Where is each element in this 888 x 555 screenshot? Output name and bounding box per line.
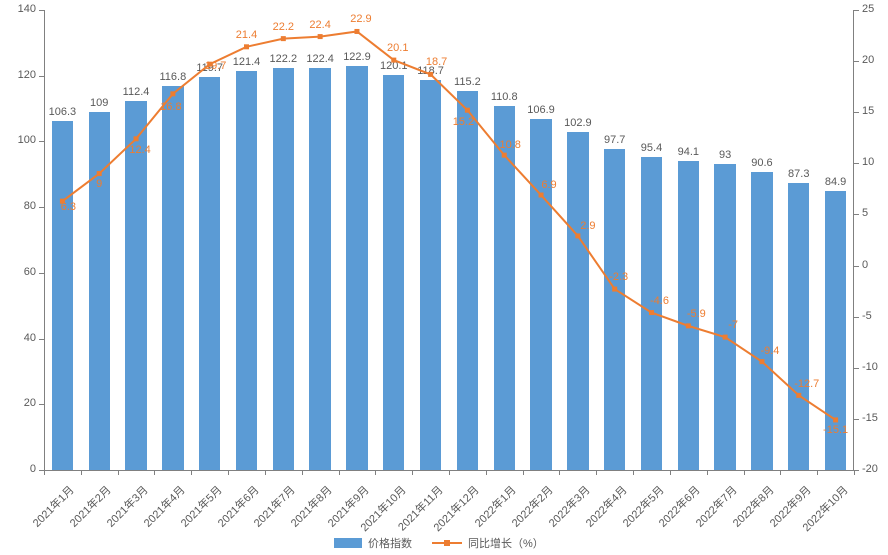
bar xyxy=(199,77,220,470)
legend-item-bars: 价格指数 xyxy=(334,535,412,551)
bar xyxy=(346,66,367,470)
bar-value-label: 90.6 xyxy=(751,157,772,169)
bar-value-label: 110.8 xyxy=(491,91,518,103)
line-value-label: 2.9 xyxy=(580,220,595,232)
line-value-label: 20.1 xyxy=(387,42,408,54)
bar xyxy=(457,91,478,470)
y-left-label: 140 xyxy=(0,3,36,15)
bar xyxy=(89,112,110,470)
line-value-label: -12.7 xyxy=(794,378,819,390)
line-value-label: 21.4 xyxy=(236,29,257,41)
bar xyxy=(273,68,294,470)
bar xyxy=(125,101,146,470)
line-value-label: 18.7 xyxy=(426,56,447,68)
bar xyxy=(162,86,183,470)
y-left-label: 100 xyxy=(0,134,36,146)
bar xyxy=(714,164,735,470)
line-value-label: -9.4 xyxy=(760,345,779,357)
y-right-label: 20 xyxy=(862,54,888,66)
y-left-label: 120 xyxy=(0,69,36,81)
bar xyxy=(309,68,330,470)
line-value-label: 6.9 xyxy=(541,179,556,191)
bar-value-label: 112.4 xyxy=(123,86,150,98)
line-value-label: 9 xyxy=(96,178,102,190)
y-right-label: 10 xyxy=(862,156,888,168)
y-right-label: 15 xyxy=(862,105,888,117)
y-right-label: 5 xyxy=(862,207,888,219)
line-value-label: 15.2 xyxy=(453,116,474,128)
y-left-label: 20 xyxy=(0,397,36,409)
y-left-label: 0 xyxy=(0,463,36,475)
line-value-label: 19.7 xyxy=(205,60,226,72)
bar-value-label: 84.9 xyxy=(825,176,846,188)
bar xyxy=(751,172,772,470)
legend: 价格指数 同比增长（%） xyxy=(334,535,544,551)
bar xyxy=(52,121,73,470)
bar-value-label: 94.1 xyxy=(678,146,699,158)
line-value-label: 6.3 xyxy=(61,201,76,213)
bar-value-label: 115.2 xyxy=(454,76,481,88)
bar-value-label: 97.7 xyxy=(604,134,625,146)
bar xyxy=(641,157,662,470)
bar xyxy=(530,119,551,470)
bar xyxy=(236,71,257,470)
line-value-label: 16.8 xyxy=(160,101,181,113)
bar-value-label: 122.4 xyxy=(306,53,334,65)
bar-value-label: 93 xyxy=(719,149,731,161)
bar xyxy=(383,75,404,470)
bar-value-label: 122.2 xyxy=(270,53,298,65)
bar-value-label: 102.9 xyxy=(564,117,592,129)
line-value-label: -4.6 xyxy=(650,295,669,307)
line-value-label: -15.1 xyxy=(823,424,848,436)
y-right-label: -15 xyxy=(862,412,888,424)
y-right-label: 25 xyxy=(862,3,888,15)
y-left-label: 80 xyxy=(0,200,36,212)
bar xyxy=(567,132,588,470)
line-value-label: 22.4 xyxy=(309,19,330,31)
legend-label-line: 同比增长（%） xyxy=(468,535,544,551)
combo-chart: 0 20 40 60 80 100 120 140 -20 -15 -10 -5 0 5 10 15 20 25 1… xyxy=(0,0,888,555)
line-value-label: 10.8 xyxy=(500,139,521,151)
line-value-label: 22.9 xyxy=(350,13,371,25)
line-value-label: -2.3 xyxy=(609,271,628,283)
bar-value-label: 120.1 xyxy=(380,60,408,72)
line-value-label: 12.4 xyxy=(129,144,150,156)
bar xyxy=(494,106,515,470)
bar xyxy=(420,80,441,470)
y-left-label: 60 xyxy=(0,266,36,278)
bar-value-label: 106.3 xyxy=(49,106,77,118)
y-right-label: -20 xyxy=(862,463,888,475)
line-value-label: 22.2 xyxy=(273,21,294,33)
bar-value-label: 95.4 xyxy=(641,142,662,154)
legend-swatch-line xyxy=(432,542,462,544)
legend-item-line: 同比增长（%） xyxy=(432,535,544,551)
y-right-label: -10 xyxy=(862,361,888,373)
bar-value-label: 116.8 xyxy=(160,71,187,83)
bar-value-label: 109 xyxy=(90,97,108,109)
bar-value-label: 121.4 xyxy=(233,56,261,68)
y-right-label: -5 xyxy=(862,310,888,322)
legend-label-bars: 价格指数 xyxy=(368,535,412,551)
legend-swatch-bar xyxy=(334,538,362,548)
bar-value-label: 122.9 xyxy=(343,51,371,63)
bar xyxy=(604,149,625,470)
y-right-label: 0 xyxy=(862,259,888,271)
line-value-label: -7 xyxy=(728,319,738,331)
y-left-label: 40 xyxy=(0,332,36,344)
bar xyxy=(788,183,809,470)
bar-value-label: 87.3 xyxy=(788,168,809,180)
line-value-label: -5.9 xyxy=(687,308,706,320)
bar-value-label: 106.9 xyxy=(527,104,555,116)
